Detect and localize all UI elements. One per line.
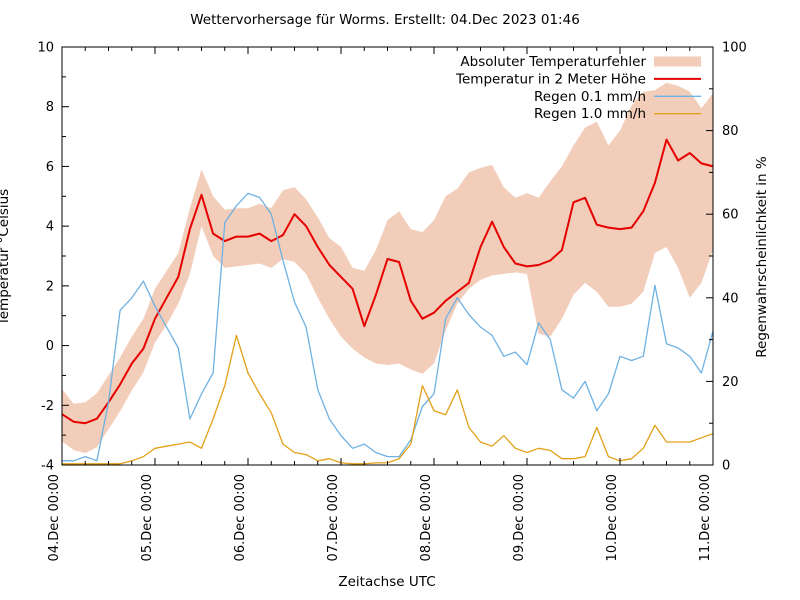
y-left-tick-label: 8 <box>46 100 54 115</box>
y-axis-label-left: Temperatur °Celsius <box>0 189 12 326</box>
x-tick-label: 05.Dec 00:00 <box>140 474 155 561</box>
chart-title: Wettervorhersage für Worms. Erstellt: 04… <box>190 12 580 28</box>
y-right-tick-label: 0 <box>722 459 730 474</box>
error-band <box>62 82 713 454</box>
legend-label: Regen 0.1 mm/h <box>534 89 646 105</box>
y-left-tick-label: 2 <box>46 279 54 294</box>
legend-label: Temperatur in 2 Meter Höhe <box>455 71 646 87</box>
y-right-tick-label: 40 <box>722 291 739 306</box>
y-left-tick-label: 6 <box>46 160 54 175</box>
error-band-layer <box>62 82 713 454</box>
x-tick-label: 10.Dec 00:00 <box>605 474 620 561</box>
y-right-tick-label: 60 <box>722 208 739 223</box>
y-right-tick-label: 80 <box>722 124 739 139</box>
y-right-tick-label: 20 <box>722 375 739 390</box>
axes-layer <box>61 46 714 466</box>
y-left-tick-label: -4 <box>41 459 54 474</box>
rain-01-line <box>62 192 714 462</box>
x-tick-label: 08.Dec 00:00 <box>419 474 434 561</box>
legend-label: Regen 1.0 mm/h <box>534 106 646 122</box>
y-axis-label-right: Regenwahrscheinlichkeit in % <box>754 156 770 358</box>
x-tick-label: 04.Dec 00:00 <box>47 474 62 561</box>
x-tick-label: 06.Dec 00:00 <box>233 474 248 561</box>
legend-band-swatch <box>654 56 701 67</box>
y-left-tick-label: -2 <box>41 399 54 414</box>
plot-border <box>61 46 714 466</box>
y-left-tick-label: 10 <box>37 41 54 56</box>
x-axis-label: Zeitachse UTC <box>338 574 435 590</box>
legend-label: Absoluter Temperaturfehler <box>460 54 646 70</box>
temperature-line <box>61 138 714 425</box>
y-right-tick-label: 100 <box>722 41 747 56</box>
x-tick-label: 07.Dec 00:00 <box>326 474 341 561</box>
y-left-tick-label: 0 <box>46 339 54 354</box>
x-tick-label: 09.Dec 00:00 <box>512 474 527 561</box>
x-tick-label: 11.Dec 00:00 <box>698 474 713 561</box>
y-left-tick-label: 4 <box>46 220 54 235</box>
